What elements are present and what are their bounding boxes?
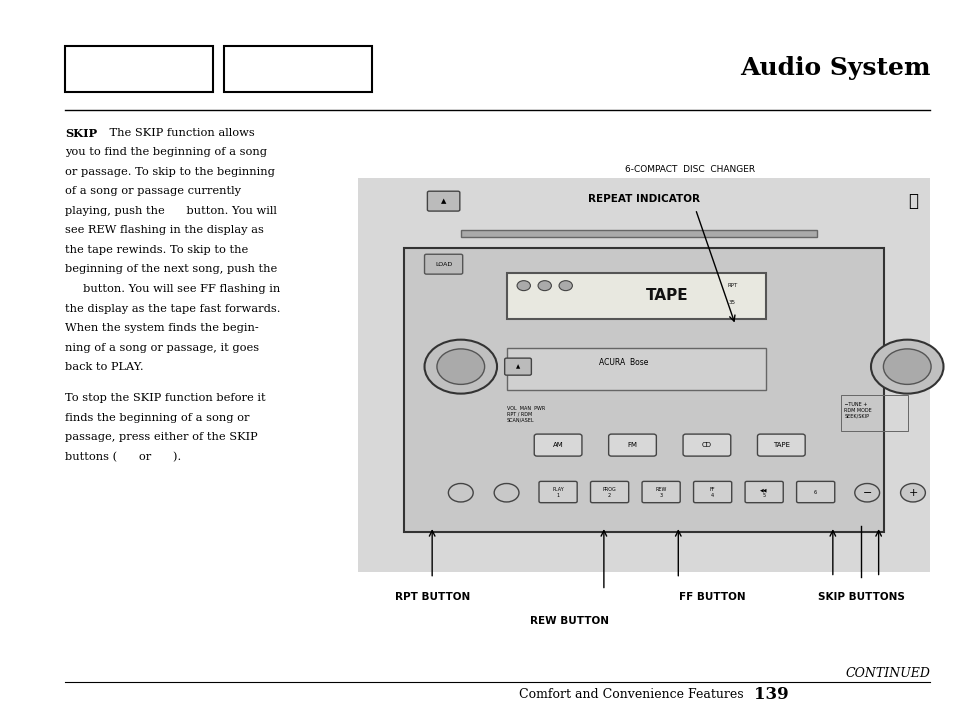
Text: ▲: ▲ bbox=[440, 198, 446, 204]
FancyBboxPatch shape bbox=[641, 481, 679, 503]
Text: RPT: RPT bbox=[726, 283, 737, 288]
Text: CONTINUED: CONTINUED bbox=[844, 667, 929, 679]
FancyBboxPatch shape bbox=[427, 191, 459, 211]
Text: PLAY
1: PLAY 1 bbox=[552, 487, 563, 498]
FancyBboxPatch shape bbox=[534, 434, 581, 456]
Text: the display as the tape fast forwards.: the display as the tape fast forwards. bbox=[65, 303, 280, 314]
FancyBboxPatch shape bbox=[744, 481, 782, 503]
Text: SKIP BUTTONS: SKIP BUTTONS bbox=[817, 592, 904, 602]
FancyBboxPatch shape bbox=[506, 273, 765, 320]
FancyBboxPatch shape bbox=[504, 358, 531, 375]
Text: TAPE: TAPE bbox=[645, 288, 688, 303]
Circle shape bbox=[854, 484, 879, 502]
Text: +: + bbox=[907, 488, 917, 498]
Text: FF
4: FF 4 bbox=[709, 487, 715, 498]
Text: you to find the beginning of a song: you to find the beginning of a song bbox=[65, 148, 267, 158]
Text: VOL  MAN  PWR
RPT / RDM
SCAN/ASEL: VOL MAN PWR RPT / RDM SCAN/ASEL bbox=[506, 406, 544, 422]
FancyBboxPatch shape bbox=[693, 481, 731, 503]
Text: REPEAT INDICATOR: REPEAT INDICATOR bbox=[587, 194, 700, 204]
FancyBboxPatch shape bbox=[538, 481, 577, 503]
Text: passage, press either of the SKIP: passage, press either of the SKIP bbox=[65, 432, 257, 442]
Text: REW BUTTON: REW BUTTON bbox=[530, 616, 608, 626]
FancyBboxPatch shape bbox=[682, 434, 730, 456]
Circle shape bbox=[537, 280, 551, 290]
Text: 6: 6 bbox=[813, 490, 817, 496]
Text: or passage. To skip to the beginning: or passage. To skip to the beginning bbox=[65, 167, 274, 177]
Text: playing, push the      button. You will: playing, push the button. You will bbox=[65, 206, 276, 216]
Circle shape bbox=[882, 349, 930, 384]
FancyBboxPatch shape bbox=[65, 46, 213, 92]
Circle shape bbox=[436, 349, 484, 384]
FancyBboxPatch shape bbox=[424, 254, 462, 274]
Text: FM: FM bbox=[627, 442, 637, 449]
Text: ning of a song or passage, it goes: ning of a song or passage, it goes bbox=[65, 342, 258, 353]
Text: TAPE: TAPE bbox=[772, 442, 789, 449]
Text: of a song or passage currently: of a song or passage currently bbox=[65, 186, 240, 197]
FancyBboxPatch shape bbox=[224, 46, 372, 92]
Circle shape bbox=[870, 339, 943, 393]
Text: back to PLAY.: back to PLAY. bbox=[65, 362, 143, 372]
FancyBboxPatch shape bbox=[403, 248, 883, 532]
Text: 35: 35 bbox=[728, 300, 735, 305]
FancyBboxPatch shape bbox=[608, 434, 656, 456]
Circle shape bbox=[517, 280, 530, 290]
Text: 139: 139 bbox=[753, 686, 787, 703]
Text: ◀◀
5: ◀◀ 5 bbox=[760, 487, 767, 498]
Circle shape bbox=[494, 484, 518, 502]
Text: When the system finds the begin-: When the system finds the begin- bbox=[65, 323, 258, 333]
Text: the tape rewinds. To skip to the: the tape rewinds. To skip to the bbox=[65, 245, 248, 255]
Text: buttons (      or      ).: buttons ( or ). bbox=[65, 452, 181, 462]
Text: ACURA  Bose: ACURA Bose bbox=[598, 358, 647, 367]
FancyBboxPatch shape bbox=[506, 348, 765, 390]
Circle shape bbox=[900, 484, 924, 502]
Text: Audio System: Audio System bbox=[739, 55, 929, 80]
FancyBboxPatch shape bbox=[757, 434, 804, 456]
FancyBboxPatch shape bbox=[460, 230, 816, 236]
FancyBboxPatch shape bbox=[357, 178, 929, 572]
Text: FF BUTTON: FF BUTTON bbox=[679, 592, 745, 602]
FancyBboxPatch shape bbox=[590, 481, 628, 503]
Text: The SKIP function allows: The SKIP function allows bbox=[95, 128, 254, 138]
Text: button. You will see FF flashing in: button. You will see FF flashing in bbox=[65, 284, 280, 294]
Text: ─ TUNE +
RDM MODE
SEEK/SKIP: ─ TUNE + RDM MODE SEEK/SKIP bbox=[843, 402, 871, 419]
Text: AM: AM bbox=[552, 442, 563, 449]
Text: Ⓐ: Ⓐ bbox=[907, 192, 917, 210]
Text: To stop the SKIP function before it: To stop the SKIP function before it bbox=[65, 393, 265, 403]
Text: ▲: ▲ bbox=[516, 364, 519, 369]
Text: 6-COMPACT  DISC  CHANGER: 6-COMPACT DISC CHANGER bbox=[624, 165, 754, 174]
Text: beginning of the next song, push the: beginning of the next song, push the bbox=[65, 264, 276, 275]
Circle shape bbox=[448, 484, 473, 502]
Text: RPT BUTTON: RPT BUTTON bbox=[395, 592, 469, 602]
Text: −: − bbox=[862, 488, 871, 498]
Text: SKIP: SKIP bbox=[65, 128, 97, 138]
Text: PROG
2: PROG 2 bbox=[602, 487, 616, 498]
Circle shape bbox=[424, 339, 497, 393]
Text: see REW flashing in the display as: see REW flashing in the display as bbox=[65, 225, 263, 236]
Text: finds the beginning of a song or: finds the beginning of a song or bbox=[65, 413, 249, 423]
Text: REW
3: REW 3 bbox=[655, 487, 666, 498]
FancyBboxPatch shape bbox=[796, 481, 834, 503]
Text: LOAD: LOAD bbox=[435, 262, 452, 267]
Text: CD: CD bbox=[701, 442, 711, 449]
Circle shape bbox=[558, 280, 572, 290]
Text: Comfort and Convenience Features: Comfort and Convenience Features bbox=[519, 688, 743, 701]
